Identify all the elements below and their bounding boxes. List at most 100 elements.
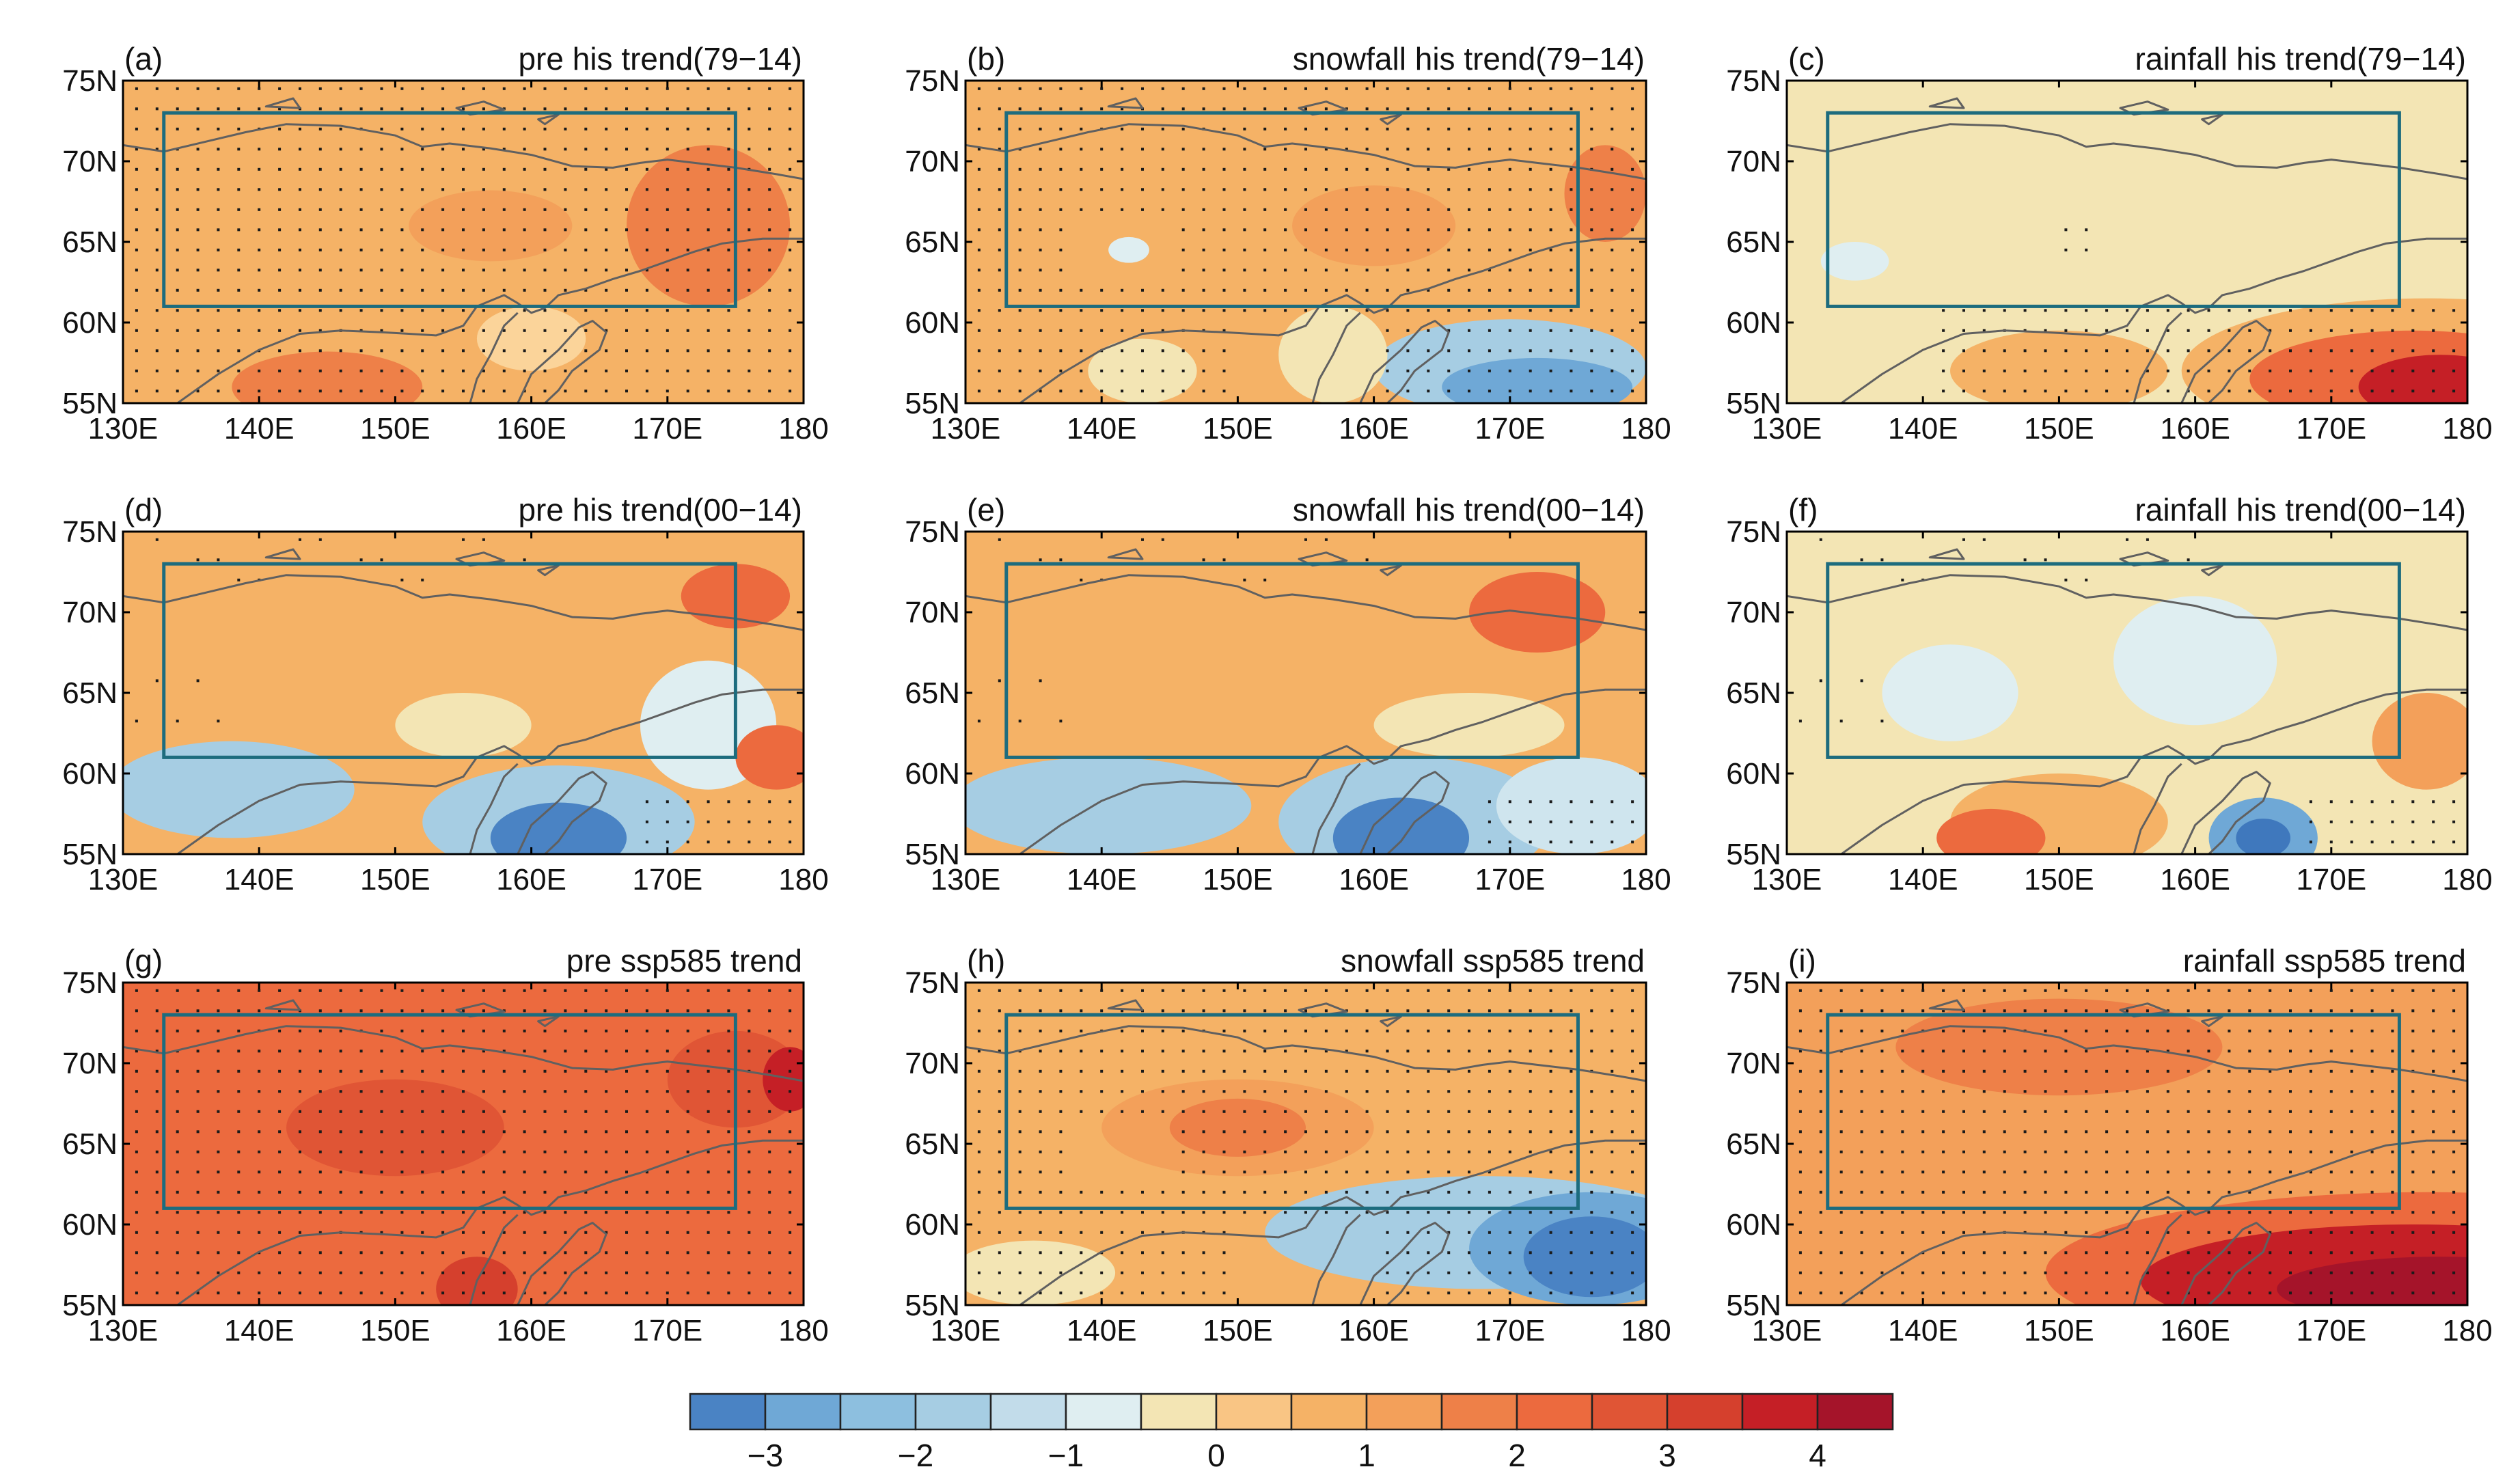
coastline bbox=[1019, 688, 1646, 854]
island-coastline bbox=[1380, 564, 1402, 577]
stipple-dot bbox=[1901, 1271, 1904, 1274]
stipple-dot bbox=[1549, 1029, 1552, 1032]
stipple-dot bbox=[1508, 349, 1511, 353]
stipple-dot bbox=[1488, 228, 1491, 232]
stipple-dot bbox=[727, 167, 730, 171]
stipple-dot bbox=[155, 288, 159, 292]
stipple-dot bbox=[748, 1050, 751, 1053]
stipple-dot bbox=[1365, 1190, 1369, 1194]
stipple-dot bbox=[1059, 269, 1063, 272]
stipple-dot bbox=[1549, 228, 1552, 232]
stipple-dot bbox=[1406, 1090, 1410, 1093]
trend-contour bbox=[735, 725, 804, 790]
stipple-dot bbox=[1059, 1090, 1063, 1093]
stipple-dot bbox=[1508, 1271, 1511, 1274]
stipple-dot bbox=[400, 389, 404, 393]
stipple-dot bbox=[1345, 1029, 1348, 1032]
stipple-dot bbox=[1386, 1170, 1389, 1174]
stipple-dot bbox=[1962, 1170, 1965, 1174]
stipple-dot bbox=[502, 369, 506, 372]
stipple-dot bbox=[2023, 369, 2027, 372]
stipple-dot bbox=[2248, 1069, 2251, 1073]
stipple-dot bbox=[1141, 369, 1144, 372]
stipple-dot bbox=[2452, 989, 2456, 992]
stipple-dot bbox=[605, 148, 608, 151]
stipple-dot bbox=[135, 349, 138, 353]
stipple-dot bbox=[2329, 349, 2333, 353]
stipple-dot bbox=[2085, 1170, 2088, 1174]
stipple-dot bbox=[1508, 1291, 1511, 1295]
stipple-dot bbox=[1508, 87, 1511, 90]
stipple-dot bbox=[625, 309, 628, 312]
stipple-dot bbox=[278, 1069, 282, 1073]
stipple-dot bbox=[1611, 1090, 1614, 1093]
stipple-dot bbox=[1018, 389, 1022, 393]
stipple-dot bbox=[441, 87, 445, 90]
stipple-dot bbox=[2187, 1170, 2190, 1174]
stipple-dot bbox=[1018, 208, 1022, 211]
stipple-dot bbox=[339, 1090, 342, 1093]
x-tick-label: 180 bbox=[1621, 863, 1671, 896]
stipple-dot bbox=[1284, 269, 1287, 272]
stipple-dot bbox=[1839, 1130, 1843, 1134]
stipple-dot bbox=[2146, 1069, 2149, 1073]
stipple-dot bbox=[441, 148, 445, 151]
stipple-dot bbox=[2329, 1009, 2333, 1013]
stipple-dot bbox=[1590, 309, 1593, 312]
stipple-dot bbox=[380, 329, 383, 332]
stipple-dot bbox=[2248, 1251, 2251, 1255]
stipple-dot bbox=[176, 1211, 179, 1214]
stipple-dot bbox=[2126, 1110, 2128, 1113]
stipple-dot bbox=[707, 1211, 710, 1214]
stipple-dot bbox=[339, 1170, 342, 1174]
stipple-dot bbox=[258, 309, 261, 312]
stipple-dot bbox=[176, 1009, 179, 1013]
stipple-dot bbox=[998, 1291, 1001, 1295]
stipple-dot bbox=[686, 1110, 689, 1113]
stipple-dot bbox=[1406, 389, 1410, 393]
stipple-dot bbox=[1059, 1009, 1063, 1013]
stipple-dot bbox=[1529, 107, 1532, 111]
stipple-dot bbox=[2044, 349, 2047, 353]
stipple-dot bbox=[482, 1251, 485, 1255]
coastline bbox=[176, 688, 804, 854]
stipple-dot bbox=[1202, 1069, 1205, 1073]
stipple-dot bbox=[584, 1291, 588, 1295]
stipple-dot bbox=[318, 1090, 322, 1093]
x-tick-label: 170E bbox=[1475, 863, 1545, 896]
stipple-dot bbox=[523, 1211, 526, 1214]
stipple-dot bbox=[645, 1090, 648, 1093]
stipple-dot bbox=[339, 1029, 342, 1032]
stipple-dot bbox=[217, 1150, 220, 1153]
stipple-dot bbox=[2023, 558, 2027, 562]
stipple-dot bbox=[564, 1009, 567, 1013]
stipple-dot bbox=[2432, 369, 2435, 372]
stipple-dot bbox=[502, 127, 506, 131]
stipple-dot bbox=[1529, 208, 1532, 211]
stipple-dot bbox=[1839, 1150, 1843, 1153]
stipple-dot bbox=[1631, 329, 1634, 332]
significance-dots bbox=[1942, 228, 2456, 393]
stipple-dot bbox=[217, 1090, 220, 1093]
stipple-dot bbox=[1880, 1069, 1884, 1073]
stipple-dot bbox=[1631, 148, 1634, 151]
stipple-dot bbox=[543, 208, 547, 211]
stipple-dot bbox=[1880, 558, 1884, 562]
stipple-dot bbox=[1570, 269, 1573, 272]
stipple-dot bbox=[135, 1231, 138, 1234]
x-tick-label: 160E bbox=[1339, 1314, 1409, 1347]
stipple-dot bbox=[1365, 127, 1369, 131]
stipple-dot bbox=[2064, 1090, 2068, 1093]
stipple-dot bbox=[196, 208, 200, 211]
x-tick-label: 170E bbox=[2296, 863, 2366, 896]
stipple-dot bbox=[1345, 989, 1348, 992]
stipple-dot bbox=[135, 228, 138, 232]
stipple-dot bbox=[1590, 1050, 1593, 1053]
stipple-dot bbox=[2329, 1291, 2333, 1295]
stipple-dot bbox=[2289, 989, 2292, 992]
stipple-dot bbox=[1222, 1130, 1226, 1134]
stipple-dot bbox=[380, 1050, 383, 1053]
stipple-dot bbox=[2432, 1029, 2435, 1032]
stipple-dot bbox=[1611, 1130, 1614, 1134]
significance-dots bbox=[135, 87, 792, 393]
